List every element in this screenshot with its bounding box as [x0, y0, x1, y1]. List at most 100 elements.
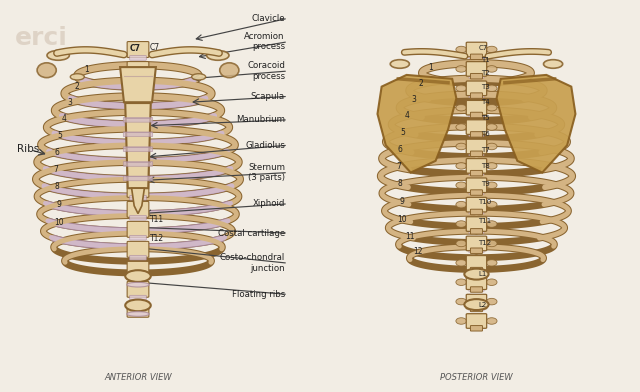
Text: 10: 10	[397, 214, 407, 223]
Text: 11: 11	[405, 232, 415, 241]
Text: 8: 8	[54, 182, 59, 191]
FancyBboxPatch shape	[127, 122, 149, 138]
FancyBboxPatch shape	[467, 256, 486, 270]
Polygon shape	[497, 75, 575, 172]
Ellipse shape	[207, 51, 229, 60]
FancyBboxPatch shape	[127, 142, 149, 158]
Ellipse shape	[127, 312, 149, 316]
Ellipse shape	[486, 201, 497, 208]
FancyBboxPatch shape	[127, 281, 149, 297]
Ellipse shape	[486, 65, 497, 72]
FancyBboxPatch shape	[124, 176, 153, 181]
Text: 6: 6	[54, 148, 59, 157]
FancyBboxPatch shape	[130, 295, 147, 300]
FancyBboxPatch shape	[470, 306, 483, 312]
FancyBboxPatch shape	[470, 248, 483, 254]
Text: Clavicle: Clavicle	[252, 14, 285, 23]
FancyBboxPatch shape	[470, 132, 483, 137]
FancyBboxPatch shape	[467, 42, 486, 57]
Polygon shape	[120, 67, 156, 102]
Text: C7: C7	[478, 45, 488, 51]
Text: Sternum
(3 parts): Sternum (3 parts)	[248, 163, 285, 182]
Text: 4: 4	[61, 114, 67, 123]
Ellipse shape	[456, 279, 467, 285]
Ellipse shape	[486, 163, 497, 169]
Ellipse shape	[456, 124, 467, 131]
Ellipse shape	[486, 298, 497, 305]
Ellipse shape	[486, 318, 497, 324]
FancyBboxPatch shape	[127, 162, 149, 177]
FancyBboxPatch shape	[127, 261, 149, 277]
FancyBboxPatch shape	[467, 62, 486, 76]
Ellipse shape	[465, 269, 488, 279]
Text: T5: T5	[481, 115, 490, 121]
Text: 2: 2	[75, 82, 80, 91]
Text: 5: 5	[401, 128, 405, 137]
Ellipse shape	[390, 60, 410, 68]
Text: POSTERIOR VIEW: POSTERIOR VIEW	[440, 373, 513, 382]
Ellipse shape	[486, 143, 497, 150]
FancyBboxPatch shape	[130, 195, 147, 200]
Ellipse shape	[486, 85, 497, 92]
FancyBboxPatch shape	[470, 93, 483, 98]
Text: Costo-chondral
junction: Costo-chondral junction	[220, 254, 285, 273]
Polygon shape	[125, 103, 151, 188]
Ellipse shape	[127, 282, 149, 287]
FancyBboxPatch shape	[127, 42, 149, 58]
Text: Gladiolus: Gladiolus	[245, 141, 285, 150]
Text: Costal cartilage: Costal cartilage	[218, 229, 285, 238]
FancyBboxPatch shape	[130, 156, 147, 160]
Text: T10: T10	[478, 199, 492, 205]
Ellipse shape	[456, 318, 467, 324]
FancyBboxPatch shape	[467, 178, 486, 192]
FancyBboxPatch shape	[127, 221, 149, 237]
FancyBboxPatch shape	[470, 171, 483, 176]
Ellipse shape	[456, 260, 467, 266]
Ellipse shape	[191, 74, 205, 80]
FancyBboxPatch shape	[468, 132, 484, 136]
FancyBboxPatch shape	[127, 201, 149, 217]
Text: Floating ribs: Floating ribs	[232, 290, 285, 299]
Text: 2: 2	[418, 79, 423, 88]
FancyBboxPatch shape	[127, 301, 149, 317]
Text: T4: T4	[481, 99, 490, 105]
Ellipse shape	[70, 74, 84, 80]
FancyBboxPatch shape	[468, 229, 484, 233]
Text: 5: 5	[57, 131, 62, 140]
Ellipse shape	[486, 46, 497, 53]
Text: T8: T8	[481, 163, 490, 169]
Ellipse shape	[125, 270, 151, 282]
Ellipse shape	[543, 60, 563, 68]
FancyBboxPatch shape	[468, 288, 484, 292]
Text: C7: C7	[150, 43, 159, 52]
Ellipse shape	[125, 299, 151, 311]
FancyBboxPatch shape	[470, 209, 483, 215]
Text: T6: T6	[481, 131, 490, 136]
FancyBboxPatch shape	[468, 268, 484, 272]
Ellipse shape	[456, 104, 467, 111]
Text: ANTERIOR VIEW: ANTERIOR VIEW	[104, 373, 172, 382]
FancyBboxPatch shape	[467, 139, 486, 154]
Ellipse shape	[47, 51, 69, 60]
Ellipse shape	[486, 240, 497, 247]
FancyBboxPatch shape	[470, 151, 483, 156]
Ellipse shape	[486, 104, 497, 111]
FancyBboxPatch shape	[467, 197, 486, 212]
Polygon shape	[378, 75, 456, 172]
Text: L1: L1	[478, 271, 487, 277]
FancyBboxPatch shape	[468, 55, 484, 59]
Text: T9: T9	[481, 180, 490, 187]
Text: T2: T2	[481, 70, 490, 76]
Text: 7: 7	[53, 165, 58, 174]
FancyBboxPatch shape	[130, 136, 147, 140]
Text: T11: T11	[150, 215, 164, 224]
FancyBboxPatch shape	[470, 190, 483, 195]
FancyBboxPatch shape	[130, 255, 147, 260]
Text: 1: 1	[428, 63, 433, 72]
FancyBboxPatch shape	[468, 94, 484, 98]
FancyBboxPatch shape	[470, 73, 483, 79]
FancyBboxPatch shape	[127, 82, 149, 98]
FancyBboxPatch shape	[467, 159, 486, 173]
Ellipse shape	[220, 63, 239, 78]
Text: 3: 3	[411, 95, 416, 104]
